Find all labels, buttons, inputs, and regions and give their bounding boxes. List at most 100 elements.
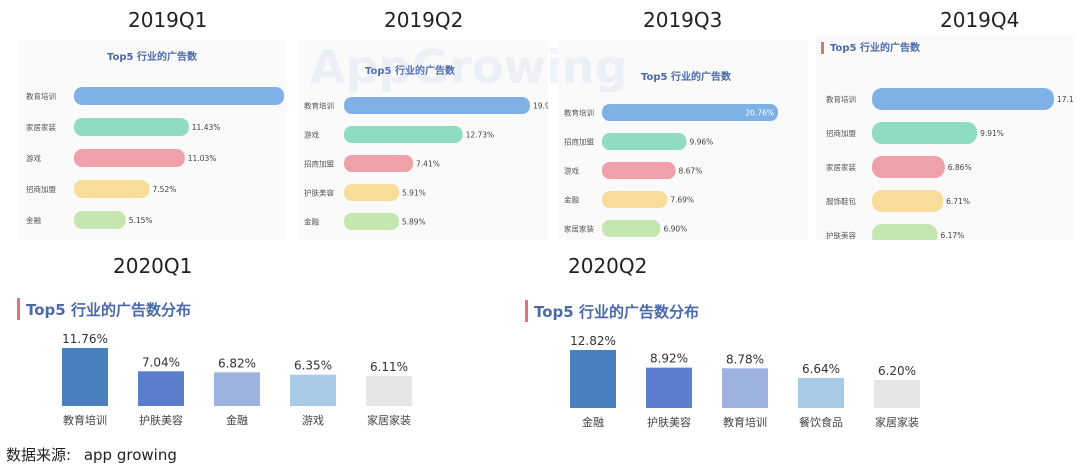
- category-label: 家居家装: [826, 162, 856, 172]
- category-label: 家居家装: [875, 415, 919, 429]
- category-label: 家居家装: [564, 224, 594, 234]
- value-label: 6.64%: [802, 362, 840, 376]
- value-label: 6.71%: [946, 197, 970, 206]
- bar: [74, 87, 284, 105]
- category-label: 服饰鞋包: [826, 196, 856, 206]
- category-label: 护肤美容: [304, 188, 334, 198]
- bar: [872, 224, 938, 240]
- bar: [798, 377, 844, 408]
- value-label: 6.90%: [663, 225, 687, 234]
- value-label: 12.73%: [466, 131, 495, 140]
- bar: [570, 350, 616, 408]
- bar: [872, 190, 944, 212]
- bar-chart-2020q1: Top5 行业的广告数分布 11.76% 教育培训 7.04% 护肤美容 6.82% 金融 6…: [17, 298, 412, 427]
- bar: [62, 348, 108, 406]
- period-label-2019q3: 2019Q3: [643, 8, 723, 32]
- value-label: 6.20%: [878, 364, 916, 378]
- value-label: 8.78%: [726, 352, 764, 366]
- category-label: 金融: [564, 195, 579, 205]
- bar: [602, 133, 687, 150]
- bar: [344, 213, 399, 230]
- chart-title: Top5 行业的广告数: [365, 64, 456, 77]
- category-label: 游戏: [302, 414, 324, 427]
- bar: [344, 126, 463, 143]
- data-source: 数据来源: app growing: [6, 444, 185, 465]
- chart-title: Top5 行业的广告数: [107, 50, 198, 63]
- data-source-label: 数据来源:: [6, 446, 72, 464]
- bar: [602, 104, 778, 121]
- value-label: 5.91%: [402, 189, 426, 198]
- bar: [602, 191, 668, 208]
- value-label: 19.97%: [533, 102, 548, 111]
- value-label: 12.82%: [570, 334, 616, 348]
- bar: [344, 155, 414, 172]
- value-label: 11.03%: [188, 154, 217, 163]
- chart-panel-2019q1: Top5 行业的广告数教育培训20.91%家居家装11.43%游戏11.03%招…: [18, 40, 286, 240]
- bar: [602, 162, 676, 179]
- category-label: 游戏: [304, 130, 319, 140]
- category-label: 护肤美容: [826, 230, 856, 240]
- bar: [872, 156, 945, 178]
- category-label: 教育培训: [304, 101, 334, 111]
- value-label: 7.04%: [142, 355, 180, 369]
- bar: [722, 368, 768, 408]
- category-label: 护肤美容: [139, 413, 183, 427]
- value-label: 7.69%: [670, 196, 694, 205]
- category-label: 教育培训: [26, 91, 56, 101]
- title-accent-bar: [525, 300, 528, 322]
- category-label: 护肤美容: [647, 415, 691, 429]
- period-label-2019q2: 2019Q2: [384, 8, 464, 32]
- value-label: 8.92%: [650, 352, 688, 366]
- bar: [290, 374, 336, 406]
- chart-panel-2020q1: Top5 行业的广告数分布 11.76% 教育培训 7.04% 护肤美容 6.82% 金融 6…: [14, 288, 444, 438]
- category-label: 金融: [226, 413, 248, 427]
- value-label: 7.41%: [416, 160, 440, 169]
- category-label: 招商加盟: [826, 128, 856, 138]
- category-label: 教育培训: [723, 415, 767, 429]
- value-label: 20.76%: [745, 109, 774, 118]
- category-label: 餐饮食品: [799, 415, 843, 429]
- category-label: 金融: [26, 215, 41, 225]
- category-label: 招商加盟: [304, 159, 334, 169]
- title-accent-bar: [17, 298, 20, 320]
- value-label: 6.86%: [948, 163, 972, 172]
- value-label: 6.11%: [370, 360, 408, 374]
- period-label-2020q2: 2020Q2: [568, 254, 648, 278]
- chart-title: Top5 行业的广告数分布: [26, 301, 191, 319]
- bar: [138, 371, 184, 406]
- category-label: 教育培训: [564, 108, 594, 118]
- period-label-2019q1: 2019Q1: [128, 8, 208, 32]
- value-label: 9.96%: [689, 138, 713, 147]
- value-label: 17.16%: [1057, 95, 1074, 104]
- bar-chart-2020q2: Top5 行业的广告数分布 12.82% 金融 8.92% 护肤美容 8.78% 教育培训 6…: [525, 300, 920, 429]
- value-label: 6.35%: [294, 359, 332, 373]
- chart-title: Top5 行业的广告数: [830, 41, 921, 54]
- title-accent-bar: [821, 42, 824, 54]
- value-label: 7.52%: [153, 185, 177, 194]
- period-label-2020q1: 2020Q1: [113, 254, 193, 278]
- category-label: 家居家装: [367, 413, 411, 427]
- value-label: 8.67%: [679, 167, 703, 176]
- value-label: 6.82%: [218, 356, 256, 370]
- value-label: 9.91%: [980, 129, 1004, 138]
- bar: [366, 375, 412, 406]
- bar: [214, 372, 260, 406]
- value-label: 5.15%: [129, 216, 153, 225]
- period-label-2019q4: 2019Q4: [940, 8, 1020, 32]
- bar: [602, 220, 661, 237]
- bar: [646, 367, 692, 408]
- bar: [74, 211, 126, 229]
- category-label: 招商加盟: [564, 137, 594, 147]
- bar: [872, 88, 1054, 110]
- chart-title: Top5 行业的广告数: [641, 70, 732, 83]
- category-label: 金融: [582, 415, 604, 429]
- chart-panel-2020q2: Top5 行业的广告数分布 12.82% 金融 8.92% 护肤美容 8.78% 教育培训 6…: [522, 290, 952, 440]
- value-label: 5.89%: [402, 218, 426, 227]
- chart-panel-2019q3: Top5 行业的广告数 教育培训 20.76% 招商加盟 9.96% 游戏 8.67% 金融 7…: [558, 40, 808, 240]
- bar: [874, 379, 920, 408]
